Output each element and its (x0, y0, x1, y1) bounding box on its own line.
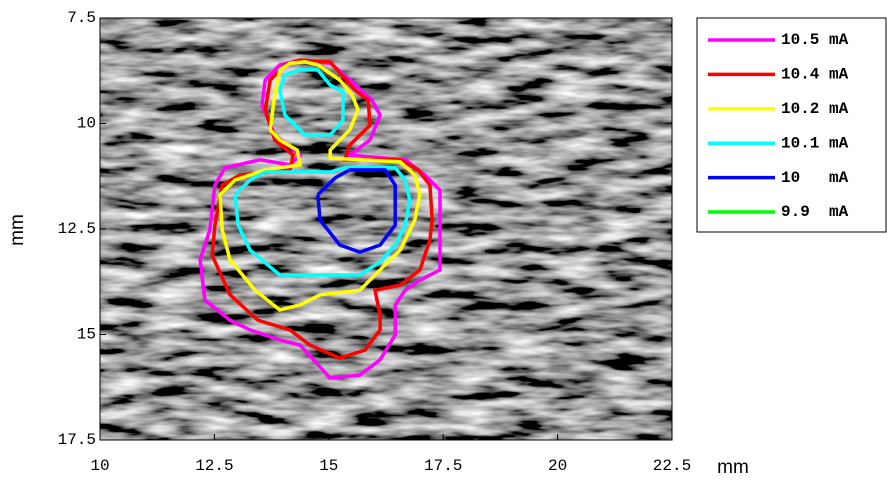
x-tick-label: 17.5 (424, 457, 462, 475)
contour-line (233, 68, 412, 277)
legend-label: 9.9 mA (781, 203, 849, 221)
contour-line (210, 58, 434, 360)
contour-line (218, 60, 422, 312)
legend-box (696, 17, 887, 233)
y-tick-label: 17.5 (58, 431, 96, 449)
contour-line (316, 168, 397, 255)
legend: 10.5 mA 10.4 mA 10.2 mA 10.1 mA 10 mA 9.9 mA (708, 31, 849, 221)
y-axis-label: mm (7, 214, 28, 246)
x-tick-label: 20 (548, 457, 567, 475)
plot-area (198, 58, 442, 380)
x-tick-label: 22.5 (653, 457, 691, 475)
y-tick-label: 12.5 (58, 220, 96, 238)
legend-label: 10.4 mA (781, 66, 849, 84)
ultrasound-image (100, 18, 672, 440)
legend-label: 10.1 mA (781, 134, 849, 152)
x-tick-label: 10 (90, 457, 109, 475)
y-tick-label: 15 (77, 326, 96, 344)
y-tick-label: 7.5 (67, 9, 96, 27)
x-tick-label: 15 (319, 457, 338, 475)
contour-line (198, 58, 442, 380)
x-axis-label: mm (717, 457, 749, 478)
legend-label: 10.2 mA (781, 100, 849, 118)
x-tick-label: 12.5 (195, 457, 233, 475)
legend-label: 10 mA (781, 169, 849, 187)
y-tick-label: 10 (77, 115, 96, 133)
legend-label: 10.5 mA (781, 31, 849, 49)
